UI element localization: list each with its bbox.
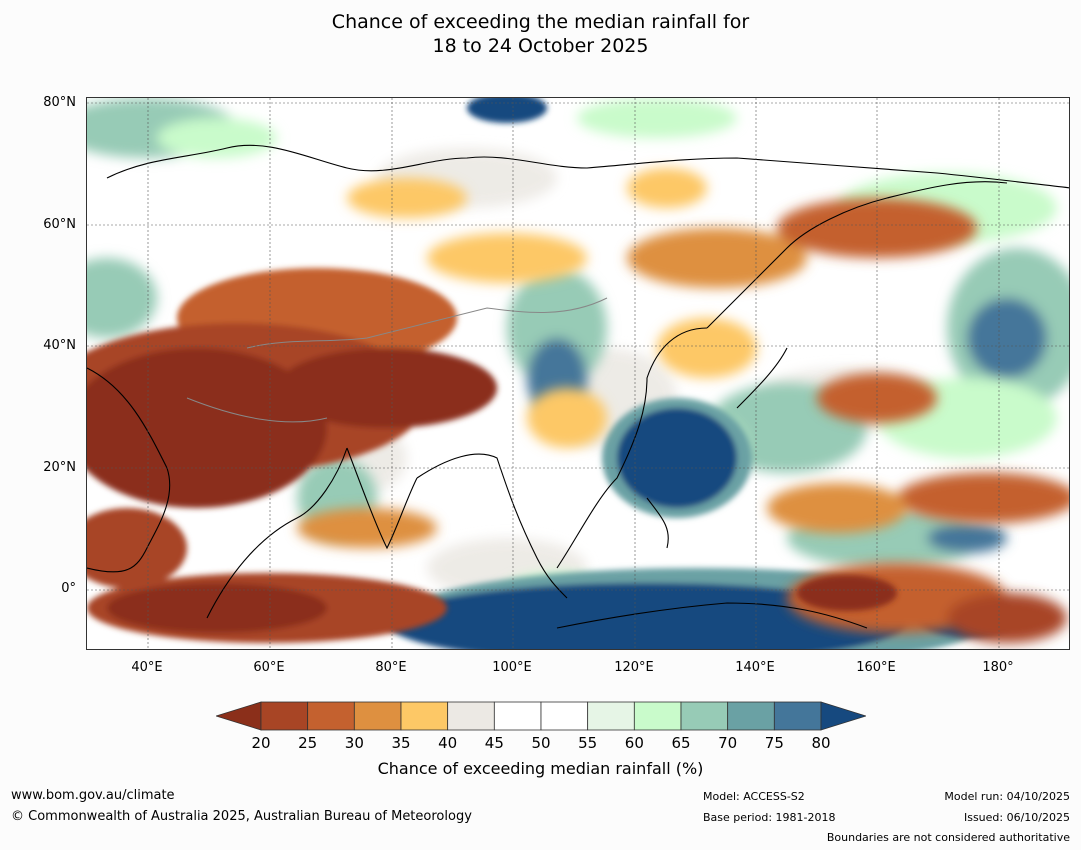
lat-label-80n: 80°N	[43, 95, 76, 110]
colorbar-segment	[493, 701, 542, 731]
rainfall-map	[86, 97, 1070, 650]
title-line-2: 18 to 24 October 2025	[432, 35, 649, 57]
website-link[interactable]: www.bom.gov.au/climate	[11, 788, 175, 803]
colorbar-segment	[447, 701, 495, 731]
colorbar-segment	[587, 701, 635, 731]
lon-label-60e: 60°E	[253, 660, 285, 675]
model-run-text: Model run: 04/10/2025	[944, 790, 1070, 803]
colorbar-segment	[353, 701, 402, 731]
copyright-text: © Commonwealth of Australia 2025, Austra…	[11, 809, 472, 824]
lon-label-80e: 80°E	[375, 660, 407, 675]
lon-label-100e: 100°E	[492, 660, 532, 675]
colorbar-tick-label: 40	[438, 734, 458, 752]
map-canvas	[87, 98, 1069, 649]
colorbar-label: Chance of exceeding median rainfall (%)	[377, 759, 704, 778]
model-text: Model: ACCESS-S2	[703, 790, 805, 803]
disclaimer-text: Boundaries are not considered authoritat…	[826, 831, 1070, 844]
colorbar-tick-label: 30	[344, 734, 364, 752]
lon-label-120e: 120°E	[614, 660, 654, 675]
colorbar-tick-label: 75	[764, 734, 784, 752]
base-period-text: Base period: 1981-2018	[703, 811, 836, 824]
colorbar-segment	[773, 701, 822, 731]
lat-label-40n: 40°N	[43, 338, 76, 353]
colorbar-tick-label: 45	[484, 734, 504, 752]
map-title: Chance of exceeding the median rainfall …	[0, 10, 1081, 58]
colorbar	[216, 701, 866, 731]
lon-label-180: 180°	[982, 660, 1014, 675]
colorbar-tick-label: 25	[298, 734, 318, 752]
lon-label-40e: 40°E	[131, 660, 163, 675]
colorbar-tick-label: 70	[718, 734, 738, 752]
lat-label-20n: 20°N	[43, 460, 76, 475]
colorbar-tick-label: 60	[624, 734, 644, 752]
colorbar-tick-label: 65	[671, 734, 691, 752]
colorbar-tick-label: 80	[811, 734, 831, 752]
colorbar-tick-label: 50	[531, 734, 551, 752]
colorbar-segment	[307, 701, 355, 731]
lon-label-140e: 140°E	[735, 660, 775, 675]
colorbar-tick-label: 35	[391, 734, 411, 752]
colorbar-upper-extension	[820, 701, 866, 731]
colorbar-segment	[633, 701, 682, 731]
issued-text: Issued: 06/10/2025	[963, 811, 1070, 824]
lat-label-60n: 60°N	[43, 217, 76, 232]
colorbar-lower-extension	[216, 701, 262, 731]
colorbar-segment	[260, 701, 309, 731]
lon-label-160e: 160°E	[856, 660, 896, 675]
colorbar-tick-label: 20	[251, 734, 271, 752]
lat-label-0: 0°	[61, 581, 76, 596]
colorbar-segment	[727, 701, 775, 731]
colorbar-segment	[680, 701, 729, 731]
colorbar-segment	[540, 701, 589, 731]
colorbar-segment	[400, 701, 449, 731]
title-line-1: Chance of exceeding the median rainfall …	[331, 11, 750, 33]
colorbar-tick-label: 55	[578, 734, 598, 752]
